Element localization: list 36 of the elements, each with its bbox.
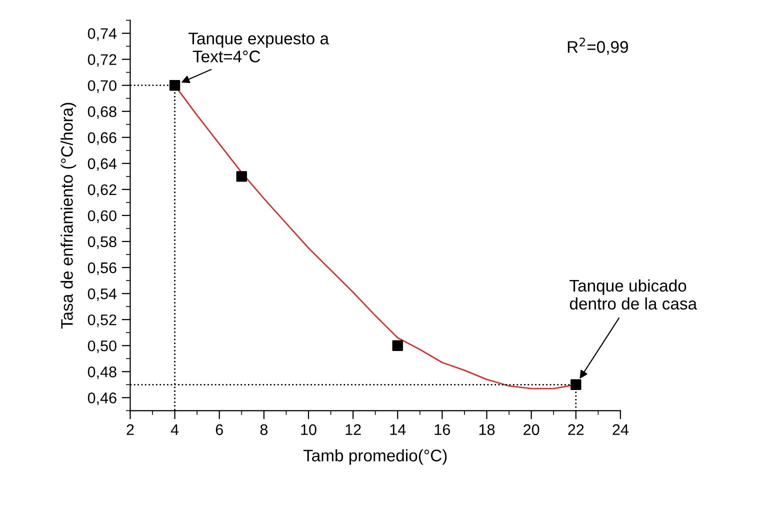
y-tick-label: 0,56 xyxy=(88,262,116,276)
x-tick-label: 6 xyxy=(216,424,223,436)
x-tick-label: 12 xyxy=(346,424,361,435)
y-tick-label: 0,74 xyxy=(88,28,117,41)
x-tick-label: 20 xyxy=(524,424,540,436)
y-tick-label: 0,60 xyxy=(88,210,116,223)
x-tick-label: 4 xyxy=(170,424,179,435)
annotation: R$^{2}$=0,99 xyxy=(568,38,628,55)
y-axis-title: Tasa de enfriamiento (°C/hora) xyxy=(60,102,76,329)
x-tick-label: 14 xyxy=(390,424,406,435)
x-tick-label: 8 xyxy=(260,424,268,436)
y-tick-label: 0,62 xyxy=(88,184,116,197)
point xyxy=(392,340,403,351)
x-tick-label: 10 xyxy=(301,424,316,436)
annotation: Tanque ubicado dentro de la casa xyxy=(570,279,698,310)
x-tick-label: 22 xyxy=(568,424,584,435)
y-tick-label: 0,64 xyxy=(88,158,117,171)
x-tick-label: 2 xyxy=(126,424,134,435)
y-tick-label: 0,58 xyxy=(88,236,116,249)
y-tick-label: 0,46 xyxy=(88,392,116,406)
point xyxy=(570,379,582,390)
y-tick-label: 0,66 xyxy=(88,132,116,145)
y-tick-label: 0,72 xyxy=(88,54,116,67)
x-tick-label: 18 xyxy=(479,424,495,436)
x-tick-label: 16 xyxy=(434,424,450,436)
x-axis-title: Tamb promedio(°C) xyxy=(303,449,447,465)
y-tick-label: 0,52 xyxy=(88,314,116,328)
y-tick-label: 0,70 xyxy=(88,80,116,93)
y-tick-label: 0,68 xyxy=(88,106,116,119)
point xyxy=(236,171,247,182)
y-tick-label: 0,50 xyxy=(88,340,116,354)
x-tick-label: 24 xyxy=(612,424,629,435)
y-tick-label: 0,48 xyxy=(88,366,116,380)
annotation: Tanque expuesto a Text=4°C xyxy=(188,32,330,62)
y-tick-label: 0,54 xyxy=(88,288,117,302)
point xyxy=(169,80,180,91)
